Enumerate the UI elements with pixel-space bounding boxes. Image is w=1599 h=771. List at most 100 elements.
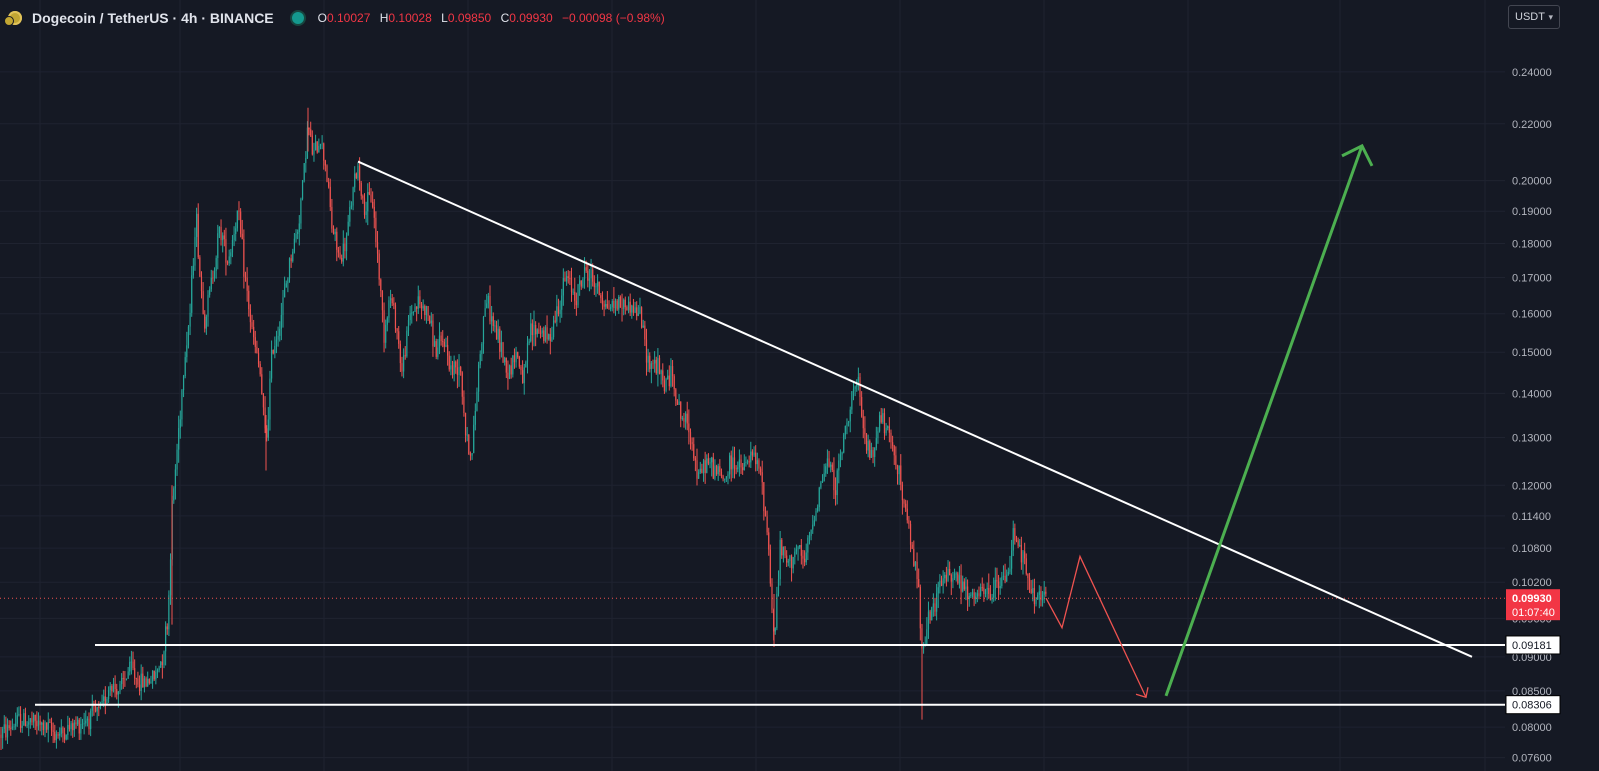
candle-body — [645, 339, 648, 363]
candle-body — [936, 593, 938, 612]
candle-body — [398, 331, 400, 344]
candle-body — [1002, 575, 1005, 578]
candle-body — [228, 256, 230, 264]
candle-body — [758, 460, 760, 469]
candle-body — [487, 295, 489, 304]
candle-body — [869, 440, 871, 458]
chart-legend: Dogecoin / TetherUS · 4h · BINANCE O0.10… — [4, 8, 671, 28]
candle-body — [781, 539, 783, 556]
candle-body — [729, 455, 731, 475]
candle-body — [231, 240, 234, 253]
candle-body — [934, 603, 936, 612]
candle-body — [799, 545, 801, 548]
candle-body — [528, 341, 530, 344]
candle-body — [314, 141, 317, 151]
candle-body — [81, 723, 84, 725]
candle-body — [264, 407, 266, 429]
candle-body — [890, 432, 892, 443]
candle-body — [345, 235, 348, 252]
candle-body — [878, 415, 881, 432]
candle-body — [916, 561, 918, 580]
candle-body — [202, 291, 204, 315]
candle-body — [725, 476, 727, 479]
candle-body — [508, 365, 511, 379]
candle-body — [541, 330, 543, 334]
candle-body — [96, 707, 98, 712]
candle-body — [352, 187, 354, 206]
candle-body — [539, 332, 542, 334]
candle-body — [812, 524, 814, 530]
candle-body — [21, 725, 23, 728]
candle-body — [572, 291, 574, 293]
candle-body — [993, 589, 995, 598]
candle-body — [438, 335, 441, 348]
candle-body — [808, 535, 811, 538]
candle-body — [62, 727, 64, 734]
candle-body — [297, 232, 299, 234]
candle-body — [983, 587, 985, 595]
candle-body — [440, 335, 442, 342]
symbol-title[interactable]: Dogecoin / TetherUS · 4h · BINANCE — [32, 10, 274, 26]
low-value: 0.09850 — [447, 11, 492, 25]
candle-body — [914, 561, 917, 566]
candle-body — [857, 377, 859, 381]
candle-body — [715, 465, 718, 475]
market-status-icon[interactable] — [291, 12, 304, 24]
candle-body — [406, 330, 408, 357]
candle-body — [311, 135, 313, 155]
candle-body — [761, 472, 763, 483]
candle-body — [1004, 575, 1006, 582]
candle-body — [375, 217, 377, 243]
candle-body — [1014, 528, 1016, 541]
candle-body — [196, 213, 198, 238]
bar-countdown: 01:07:40 — [1512, 607, 1555, 619]
candle-body — [1007, 571, 1009, 575]
candle-body — [106, 698, 108, 704]
candle-body — [947, 568, 949, 582]
candle-body — [828, 458, 830, 467]
candle-body — [556, 306, 558, 322]
projection-path-red[interactable] — [1045, 554, 1147, 698]
candle-body — [913, 548, 915, 566]
candle-body — [391, 298, 393, 304]
candle-body — [627, 301, 630, 311]
candle-body — [817, 507, 819, 511]
candle-body — [968, 595, 970, 600]
candle-body — [720, 471, 723, 477]
bullish-arrow[interactable] — [1164, 145, 1364, 697]
candle-body — [724, 478, 726, 480]
candle-body — [290, 258, 292, 262]
currency-select[interactable]: USDT ▾ — [1508, 5, 1560, 29]
candle-body — [240, 211, 242, 234]
candle-body — [606, 304, 608, 309]
candle-body — [512, 355, 514, 375]
candle-body — [284, 287, 286, 298]
candle-body — [996, 580, 998, 582]
candle-body — [257, 353, 260, 364]
support-lower-price-box — [1505, 695, 1561, 715]
candle-body — [652, 363, 654, 365]
candle-body — [932, 603, 934, 608]
candle-body — [249, 309, 251, 323]
candle-body — [425, 306, 428, 316]
candle-body — [624, 299, 626, 308]
candle-body — [766, 516, 768, 533]
candle-body — [870, 450, 873, 458]
candle-body — [499, 328, 501, 352]
candle-body — [101, 700, 103, 704]
candle-body — [575, 300, 577, 306]
candle-body — [551, 337, 553, 342]
candle-body — [991, 597, 993, 601]
candle-body — [867, 440, 869, 451]
candle-body — [746, 461, 749, 463]
candle-body — [435, 341, 437, 357]
candle-body — [451, 365, 454, 375]
candle-body — [28, 722, 30, 725]
candle-body — [109, 686, 111, 691]
candle-body — [841, 452, 843, 455]
candle-body — [16, 715, 18, 724]
candle-body — [420, 304, 423, 309]
candle-body — [323, 143, 325, 161]
descending-trendline[interactable] — [357, 160, 1473, 658]
